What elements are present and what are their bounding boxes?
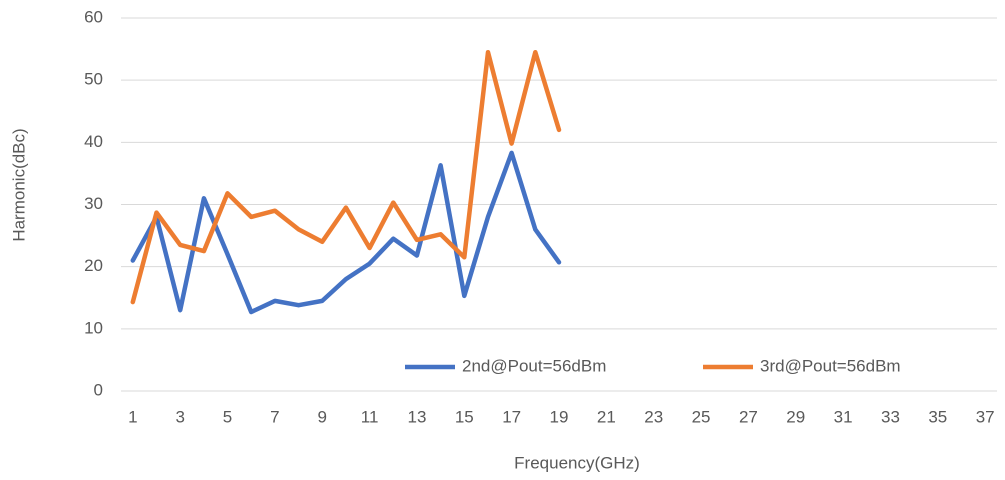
x-tick-label: 19 xyxy=(550,407,569,426)
x-tick-label: 5 xyxy=(223,407,232,426)
x-tick-label: 11 xyxy=(361,407,379,426)
y-tick-label: 0 xyxy=(94,380,103,399)
y-tick-label: 10 xyxy=(84,318,103,337)
x-tick-label: 25 xyxy=(692,407,711,426)
legend-label: 3rd@Pout=56dBm xyxy=(760,356,901,375)
x-tick-label: 37 xyxy=(976,407,995,426)
x-tick-label: 15 xyxy=(455,407,474,426)
x-tick-label: 23 xyxy=(644,407,663,426)
data-line xyxy=(130,49,562,305)
x-tick-label: 17 xyxy=(502,407,521,426)
x-tick-label: 33 xyxy=(881,407,900,426)
x-axis-title: Frequency(GHz) xyxy=(514,453,640,472)
x-tick-label: 27 xyxy=(739,407,758,426)
x-tick-label: 35 xyxy=(928,407,947,426)
y-tick-label: 50 xyxy=(84,70,103,89)
x-tick-label: 13 xyxy=(407,407,426,426)
y-tick-label: 20 xyxy=(84,256,103,275)
y-tick-label: 60 xyxy=(84,7,103,26)
legend-label: 2nd@Pout=56dBm xyxy=(462,356,606,375)
y-tick-label: 30 xyxy=(84,194,103,213)
x-tick-label: 1 xyxy=(128,407,137,426)
y-axis-title: Harmonic(dBc) xyxy=(9,128,28,241)
x-tick-label: 3 xyxy=(175,407,184,426)
x-tick-label: 21 xyxy=(597,407,616,426)
y-tick-label: 40 xyxy=(84,132,103,151)
x-tick-label: 9 xyxy=(318,407,327,426)
data-line xyxy=(130,150,562,315)
x-tick-label: 7 xyxy=(270,407,279,426)
x-tick-label: 29 xyxy=(786,407,805,426)
x-tick-label: 31 xyxy=(834,407,853,426)
